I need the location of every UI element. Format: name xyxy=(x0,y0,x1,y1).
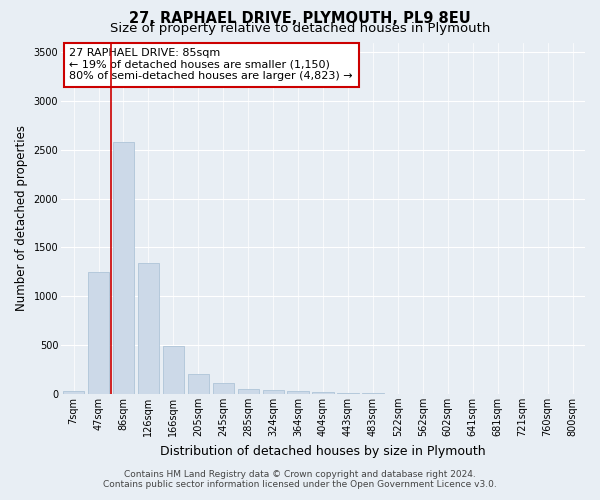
Bar xyxy=(337,393,359,394)
Bar xyxy=(163,346,184,394)
Bar xyxy=(263,390,284,394)
Text: Contains HM Land Registry data © Crown copyright and database right 2024.
Contai: Contains HM Land Registry data © Crown c… xyxy=(103,470,497,489)
Bar xyxy=(188,374,209,394)
Bar xyxy=(88,272,109,394)
Text: 27 RAPHAEL DRIVE: 85sqm
← 19% of detached houses are smaller (1,150)
80% of semi: 27 RAPHAEL DRIVE: 85sqm ← 19% of detache… xyxy=(70,48,353,82)
Text: Size of property relative to detached houses in Plymouth: Size of property relative to detached ho… xyxy=(110,22,490,35)
Bar xyxy=(113,142,134,394)
Bar xyxy=(238,389,259,394)
Y-axis label: Number of detached properties: Number of detached properties xyxy=(15,125,28,311)
Bar xyxy=(138,263,159,394)
Bar xyxy=(212,383,234,394)
X-axis label: Distribution of detached houses by size in Plymouth: Distribution of detached houses by size … xyxy=(160,444,486,458)
Bar xyxy=(313,392,334,394)
Text: 27, RAPHAEL DRIVE, PLYMOUTH, PL9 8EU: 27, RAPHAEL DRIVE, PLYMOUTH, PL9 8EU xyxy=(129,11,471,26)
Bar xyxy=(63,391,84,394)
Bar xyxy=(287,391,308,394)
